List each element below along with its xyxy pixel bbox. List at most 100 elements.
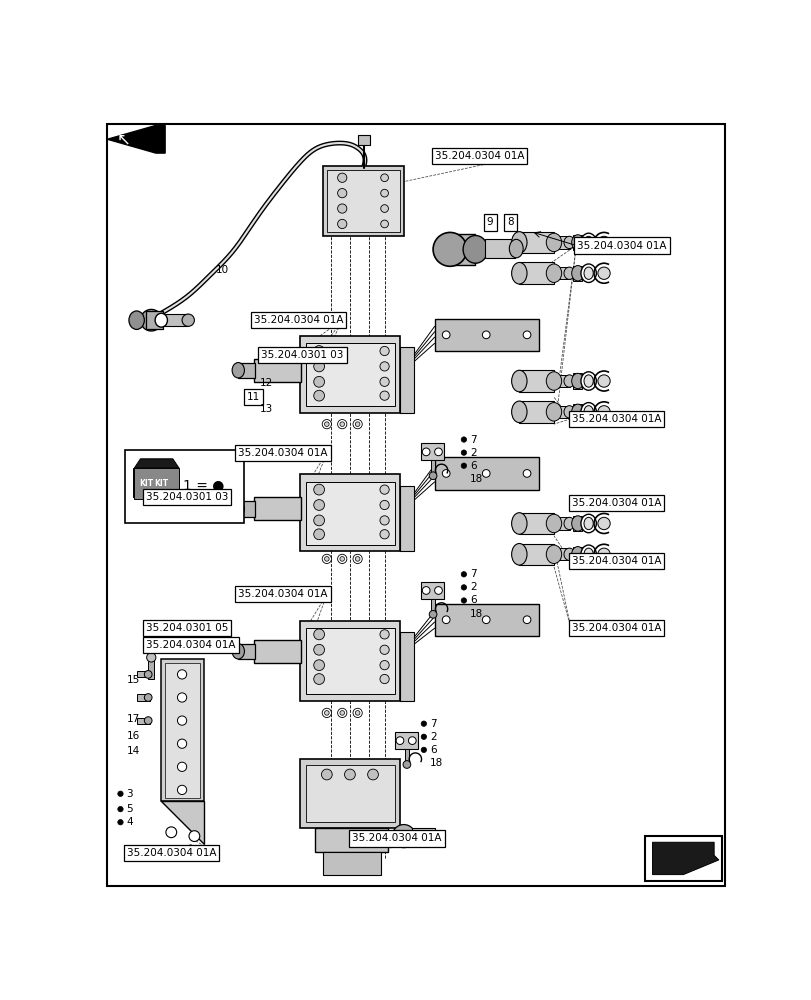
Bar bbox=[400, 486, 414, 551]
Ellipse shape bbox=[353, 708, 362, 718]
Text: 17: 17 bbox=[127, 714, 139, 724]
Text: 35.204.0304 01A: 35.204.0304 01A bbox=[127, 848, 216, 858]
Ellipse shape bbox=[380, 377, 388, 386]
Ellipse shape bbox=[434, 448, 442, 456]
Ellipse shape bbox=[546, 403, 561, 421]
Ellipse shape bbox=[583, 236, 593, 249]
Ellipse shape bbox=[580, 403, 595, 421]
Ellipse shape bbox=[232, 644, 244, 659]
Ellipse shape bbox=[522, 470, 530, 477]
Text: 10: 10 bbox=[216, 265, 229, 275]
Bar bbox=[420, 443, 444, 460]
Ellipse shape bbox=[580, 372, 595, 390]
Text: 35.204.0304 01A: 35.204.0304 01A bbox=[571, 556, 660, 566]
Ellipse shape bbox=[442, 470, 449, 477]
Ellipse shape bbox=[313, 361, 324, 372]
Circle shape bbox=[421, 734, 426, 739]
Ellipse shape bbox=[178, 739, 187, 748]
Ellipse shape bbox=[340, 422, 344, 426]
Ellipse shape bbox=[546, 264, 561, 282]
Text: 35.204.0304 01A: 35.204.0304 01A bbox=[253, 315, 343, 325]
Circle shape bbox=[461, 598, 466, 603]
Bar bbox=[148, 657, 154, 679]
Ellipse shape bbox=[313, 529, 324, 540]
Ellipse shape bbox=[580, 233, 595, 252]
Ellipse shape bbox=[511, 232, 526, 253]
Circle shape bbox=[421, 747, 426, 753]
Ellipse shape bbox=[380, 362, 388, 371]
Bar bbox=[404, 749, 409, 763]
Ellipse shape bbox=[337, 204, 346, 213]
Bar bbox=[552, 517, 569, 530]
Polygon shape bbox=[652, 842, 718, 875]
Ellipse shape bbox=[324, 422, 328, 426]
Ellipse shape bbox=[189, 831, 200, 841]
Bar bbox=[552, 236, 569, 249]
Ellipse shape bbox=[178, 785, 187, 795]
Text: 35.204.0301 03: 35.204.0301 03 bbox=[146, 492, 228, 502]
Ellipse shape bbox=[380, 530, 388, 539]
Ellipse shape bbox=[380, 485, 388, 494]
Bar bbox=[573, 266, 581, 281]
Text: 5: 5 bbox=[127, 804, 133, 814]
Bar bbox=[238, 363, 255, 378]
Ellipse shape bbox=[511, 513, 526, 534]
Ellipse shape bbox=[182, 314, 194, 326]
Ellipse shape bbox=[396, 737, 403, 744]
Text: ↖: ↖ bbox=[117, 130, 131, 148]
Bar bbox=[434, 604, 538, 636]
Text: 1 = ●: 1 = ● bbox=[182, 479, 224, 493]
Ellipse shape bbox=[140, 309, 162, 331]
Ellipse shape bbox=[546, 233, 561, 252]
Ellipse shape bbox=[511, 370, 526, 392]
Ellipse shape bbox=[340, 557, 344, 561]
Ellipse shape bbox=[355, 557, 359, 561]
Ellipse shape bbox=[147, 653, 156, 662]
Ellipse shape bbox=[380, 189, 388, 197]
Ellipse shape bbox=[429, 472, 436, 480]
Ellipse shape bbox=[313, 376, 324, 387]
Ellipse shape bbox=[165, 827, 177, 838]
Ellipse shape bbox=[380, 346, 388, 356]
Ellipse shape bbox=[324, 557, 328, 561]
Ellipse shape bbox=[322, 554, 331, 564]
Ellipse shape bbox=[522, 331, 530, 339]
Ellipse shape bbox=[546, 514, 561, 533]
Text: 35.204.0301 05: 35.204.0301 05 bbox=[146, 623, 228, 633]
Ellipse shape bbox=[144, 671, 152, 678]
Ellipse shape bbox=[597, 406, 609, 418]
Ellipse shape bbox=[564, 406, 574, 418]
Bar bbox=[306, 343, 394, 406]
Bar bbox=[400, 632, 414, 701]
Bar bbox=[125, 450, 244, 523]
Bar bbox=[137, 694, 149, 701]
Ellipse shape bbox=[580, 264, 595, 282]
Ellipse shape bbox=[583, 548, 593, 560]
Text: 2: 2 bbox=[470, 448, 476, 458]
Text: 18: 18 bbox=[470, 609, 483, 619]
Ellipse shape bbox=[322, 708, 331, 718]
Bar bbox=[431, 460, 435, 474]
Ellipse shape bbox=[178, 762, 187, 771]
Ellipse shape bbox=[380, 500, 388, 510]
Bar bbox=[326, 170, 400, 232]
Circle shape bbox=[461, 572, 466, 577]
Bar bbox=[519, 401, 553, 423]
Ellipse shape bbox=[313, 629, 324, 640]
Bar bbox=[161, 314, 188, 326]
Circle shape bbox=[461, 585, 466, 590]
Bar bbox=[299, 474, 400, 551]
Text: 35.204.0304 01A: 35.204.0304 01A bbox=[434, 151, 523, 161]
Ellipse shape bbox=[511, 544, 526, 565]
Ellipse shape bbox=[322, 420, 331, 429]
Bar bbox=[434, 457, 538, 490]
Bar bbox=[573, 235, 581, 250]
Ellipse shape bbox=[367, 769, 378, 780]
Ellipse shape bbox=[380, 630, 388, 639]
Ellipse shape bbox=[482, 616, 490, 624]
Text: 35.204.0304 01A: 35.204.0304 01A bbox=[571, 623, 660, 633]
Text: 2: 2 bbox=[470, 582, 476, 592]
Bar bbox=[323, 852, 380, 875]
Ellipse shape bbox=[597, 267, 609, 279]
Bar bbox=[253, 359, 301, 382]
